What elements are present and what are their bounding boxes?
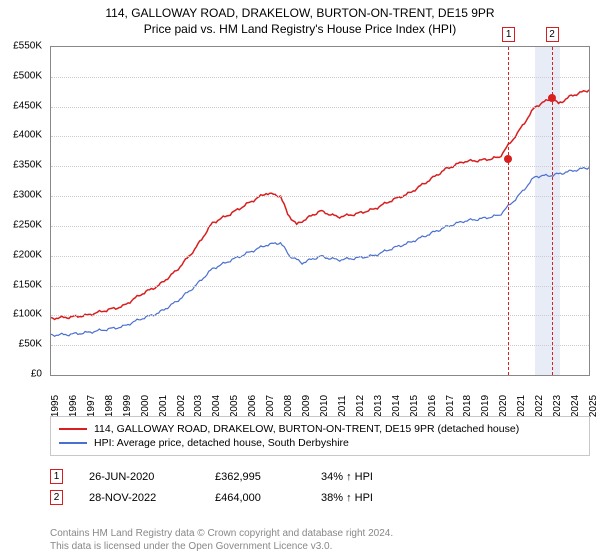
y-tick-label: £200K (13, 249, 42, 260)
footnote-line1: Contains HM Land Registry data © Crown c… (50, 527, 393, 540)
x-tick-label: 2017 (445, 395, 456, 417)
marker-label: 2 (546, 27, 559, 42)
x-tick-label: 2010 (319, 395, 330, 417)
x-tick-label: 1998 (104, 395, 115, 417)
sale-marker: 2 (50, 490, 63, 505)
sale-row: 1 26-JUN-2020 £362,995 34% ↑ HPI (50, 466, 590, 487)
sale-pct: 38% ↑ HPI (321, 492, 411, 504)
title-line1: 114, GALLOWAY ROAD, DRAKELOW, BURTON-ON-… (0, 6, 600, 22)
x-tick-label: 2018 (462, 395, 473, 417)
sales-table: 1 26-JUN-2020 £362,995 34% ↑ HPI 2 28-NOV-202… (50, 466, 590, 508)
x-tick-label: 2001 (158, 395, 169, 417)
x-tick-label: 2019 (480, 395, 491, 417)
y-axis: £0£50K£100K£150K£200K£250K£300K£350K£400… (0, 46, 46, 376)
x-tick-label: 2024 (570, 395, 581, 417)
y-tick-label: £100K (13, 309, 42, 320)
x-tick-label: 2021 (516, 395, 527, 417)
x-tick-label: 2008 (283, 395, 294, 417)
y-tick-label: £550K (13, 41, 42, 52)
x-tick-label: 2002 (176, 395, 187, 417)
sale-marker: 1 (50, 469, 63, 484)
sale-date: 26-JUN-2020 (89, 471, 189, 483)
x-tick-label: 2015 (409, 395, 420, 417)
x-tick-label: 1995 (50, 395, 61, 417)
y-tick-label: £350K (13, 160, 42, 171)
x-tick-label: 2020 (498, 395, 509, 417)
marker-dot (548, 94, 556, 102)
footnote: Contains HM Land Registry data © Crown c… (50, 527, 393, 553)
x-tick-label: 2013 (373, 395, 384, 417)
x-tick-label: 1999 (122, 395, 133, 417)
legend-swatch (59, 442, 87, 444)
y-tick-label: £250K (13, 219, 42, 230)
x-tick-label: 2016 (427, 395, 438, 417)
y-tick-label: £450K (13, 100, 42, 111)
x-tick-label: 2004 (211, 395, 222, 417)
legend-row: HPI: Average price, detached house, Sout… (59, 436, 581, 450)
x-tick-label: 2000 (140, 395, 151, 417)
sale-pct: 34% ↑ HPI (321, 471, 411, 483)
y-tick-label: £400K (13, 130, 42, 141)
x-tick-label: 2005 (229, 395, 240, 417)
legend-label: 114, GALLOWAY ROAD, DRAKELOW, BURTON-ON-… (94, 423, 519, 435)
x-tick-label: 2022 (534, 395, 545, 417)
y-tick-label: £500K (13, 70, 42, 81)
chart-container: 114, GALLOWAY ROAD, DRAKELOW, BURTON-ON-… (0, 0, 600, 560)
x-tick-label: 2007 (265, 395, 276, 417)
legend-row: 114, GALLOWAY ROAD, DRAKELOW, BURTON-ON-… (59, 422, 581, 436)
x-tick-label: 2014 (391, 395, 402, 417)
legend-label: HPI: Average price, detached house, Sout… (94, 437, 349, 449)
y-tick-label: £300K (13, 190, 42, 201)
y-tick-label: £0 (31, 369, 42, 380)
x-tick-label: 2009 (301, 395, 312, 417)
sale-price: £362,995 (215, 471, 295, 483)
x-tick-label: 1996 (68, 395, 79, 417)
y-tick-label: £50K (19, 339, 42, 350)
legend: 114, GALLOWAY ROAD, DRAKELOW, BURTON-ON-… (50, 416, 590, 456)
x-tick-label: 2025 (588, 395, 599, 417)
x-tick-label: 2006 (247, 395, 258, 417)
marker-label: 1 (502, 27, 515, 42)
marker-line (508, 47, 509, 375)
x-tick-label: 1997 (86, 395, 97, 417)
x-tick-label: 2023 (552, 395, 563, 417)
footnote-line2: This data is licensed under the Open Gov… (50, 540, 393, 553)
sale-date: 28-NOV-2022 (89, 492, 189, 504)
x-axis: 1995199619971998199920002001200220032004… (50, 376, 590, 410)
x-tick-label: 2012 (355, 395, 366, 417)
y-tick-label: £150K (13, 279, 42, 290)
x-tick-label: 2011 (337, 395, 348, 417)
legend-swatch (59, 428, 87, 430)
sale-price: £464,000 (215, 492, 295, 504)
plot-area: 12 (50, 46, 590, 376)
x-tick-label: 2003 (193, 395, 204, 417)
marker-dot (504, 155, 512, 163)
sale-row: 2 28-NOV-2022 £464,000 38% ↑ HPI (50, 487, 590, 508)
